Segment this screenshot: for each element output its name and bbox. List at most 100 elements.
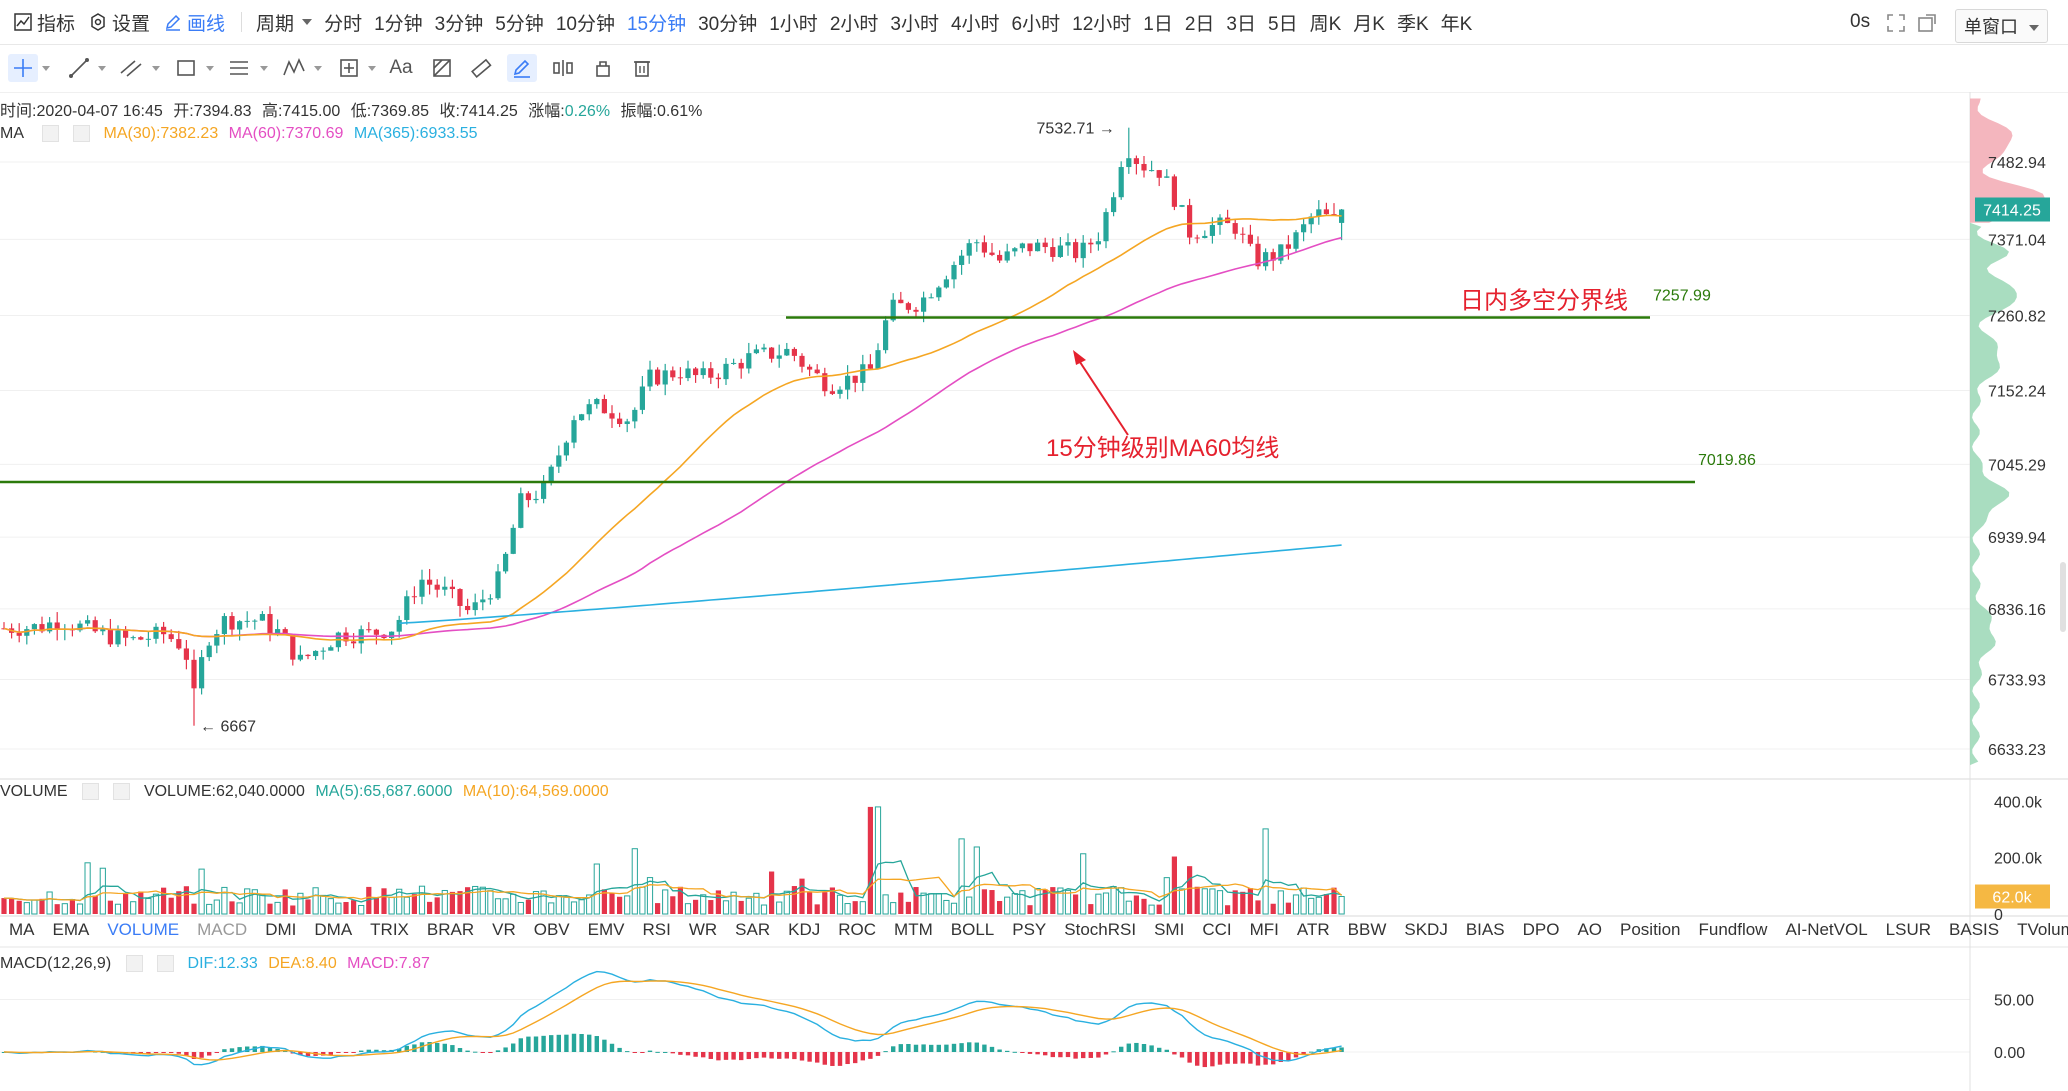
- indicator-tab[interactable]: PSY: [1012, 920, 1047, 939]
- indicator-tab[interactable]: KDJ: [788, 920, 821, 939]
- fib-tool[interactable]: [427, 54, 457, 82]
- indicator-tab[interactable]: DMA: [314, 920, 353, 939]
- chevron-down-icon[interactable]: [98, 66, 106, 71]
- rectangle-tool[interactable]: [171, 54, 201, 82]
- settings-icon[interactable]: [82, 783, 100, 801]
- settings-icon[interactable]: [125, 955, 143, 973]
- indicator-tab[interactable]: AI-NetVOL: [1785, 920, 1868, 939]
- period-option[interactable]: 6小时: [1011, 13, 1061, 35]
- indicator-tab[interactable]: SAR: [735, 920, 771, 939]
- chevron-down-icon[interactable]: [368, 66, 376, 71]
- period-option[interactable]: 1分钟: [374, 13, 423, 35]
- lock-tool[interactable]: [588, 54, 618, 82]
- period-option[interactable]: 年K: [1440, 13, 1473, 35]
- indicator-tab[interactable]: EMA: [52, 920, 90, 939]
- mirror-tool[interactable]: [548, 54, 578, 82]
- indicator-tab[interactable]: MTM: [894, 920, 933, 939]
- chart-canvas[interactable]: 7257.99 7019.86 日内多空分界线 15分钟级别MA60均线 7532.71…: [0, 92, 2068, 1091]
- candle-body: [252, 620, 258, 622]
- close-icon[interactable]: [73, 125, 91, 143]
- volume-bar: [274, 901, 281, 915]
- indicator-tab[interactable]: Position: [1620, 920, 1681, 939]
- fullscreen-icon[interactable]: [1886, 13, 1906, 33]
- period-option[interactable]: 月K: [1353, 13, 1385, 35]
- indicator-tab[interactable]: StochRSI: [1064, 920, 1137, 939]
- horizontal-lines-tool[interactable]: [224, 54, 254, 82]
- period-option[interactable]: 2小时: [829, 13, 879, 35]
- period-option[interactable]: 2日: [1184, 13, 1215, 35]
- chevron-down-icon[interactable]: [152, 66, 160, 71]
- indicator-tab[interactable]: DMI: [265, 920, 297, 939]
- indicator-tab[interactable]: BIAS: [1465, 920, 1505, 939]
- fib-icon: [433, 59, 451, 77]
- period-option[interactable]: 5日: [1268, 13, 1298, 35]
- close-icon[interactable]: [113, 783, 131, 801]
- indicator-tab[interactable]: WR: [688, 920, 718, 939]
- indicator-tab[interactable]: VOLUME: [107, 920, 180, 939]
- period-option[interactable]: 5分钟: [495, 13, 544, 35]
- period-option[interactable]: 15分钟: [626, 13, 687, 35]
- period-option[interactable]: 3分钟: [434, 13, 484, 35]
- period-option[interactable]: 3日: [1226, 13, 1256, 35]
- draw-button[interactable]: 画线: [164, 9, 225, 36]
- text-tool[interactable]: Aa: [386, 54, 416, 82]
- indicator-tab[interactable]: SKDJ: [1404, 920, 1448, 939]
- indicator-tab[interactable]: LSUR: [1885, 920, 1932, 939]
- screenshot-icon[interactable]: [1917, 13, 1937, 33]
- measure-tool[interactable]: [334, 54, 364, 82]
- indicator-button[interactable]: 指标: [14, 9, 75, 36]
- indicator-tab[interactable]: ATR: [1296, 920, 1330, 939]
- candle-body: [267, 614, 273, 634]
- indicator-tab[interactable]: OBV: [533, 920, 570, 939]
- window-mode-dropdown[interactable]: 单窗口: [1955, 9, 2049, 43]
- period-option[interactable]: 4小时: [950, 13, 1000, 35]
- period-dropdown[interactable]: 周期: [256, 9, 313, 36]
- indicator-tab[interactable]: MA: [9, 920, 35, 939]
- indicator-tab[interactable]: EMV: [587, 920, 625, 939]
- period-option[interactable]: 10分钟: [555, 13, 615, 35]
- period-option[interactable]: 1小时: [769, 13, 818, 35]
- indicator-tab[interactable]: Fundflow: [1698, 920, 1768, 939]
- candle-body: [373, 629, 379, 635]
- settings-icon[interactable]: [41, 125, 59, 143]
- crosshair-tool[interactable]: [8, 54, 38, 82]
- period-option[interactable]: 分时: [324, 13, 363, 35]
- candle-body: [837, 389, 843, 394]
- period-option[interactable]: 12小时: [1072, 13, 1132, 35]
- candle-body: [275, 629, 281, 634]
- chevron-down-icon[interactable]: [42, 66, 50, 71]
- indicator-tab[interactable]: TVolume: [2017, 920, 2068, 939]
- parallel-channel-tool[interactable]: [116, 54, 146, 82]
- indicator-tab[interactable]: MACD: [197, 920, 248, 939]
- period-option[interactable]: 季K: [1396, 13, 1429, 35]
- indicator-tab[interactable]: MFI: [1249, 920, 1279, 939]
- indicator-tab[interactable]: VR: [492, 920, 516, 939]
- indicator-tab[interactable]: DPO: [1522, 920, 1560, 939]
- ruler-tool[interactable]: [466, 54, 496, 82]
- wave-tool[interactable]: [280, 54, 310, 82]
- indicator-tab[interactable]: BOLL: [950, 920, 995, 939]
- period-option[interactable]: 1日: [1143, 13, 1173, 35]
- indicator-tab[interactable]: ROC: [838, 920, 877, 939]
- draw-mode-tool[interactable]: [507, 54, 537, 82]
- indicator-tab[interactable]: BRAR: [426, 920, 475, 939]
- close-icon[interactable]: [157, 955, 175, 973]
- period-option[interactable]: 3小时: [890, 13, 939, 35]
- trend-line-tool[interactable]: [64, 54, 94, 82]
- delete-drawings-button[interactable]: [627, 54, 657, 82]
- period-option[interactable]: 周K: [1309, 13, 1342, 35]
- chevron-down-icon[interactable]: [260, 66, 268, 71]
- indicator-tab[interactable]: SMI: [1154, 920, 1185, 939]
- indicator-tab[interactable]: CCI: [1202, 920, 1232, 939]
- volume-bar: [722, 900, 730, 915]
- indicator-tab[interactable]: RSI: [642, 920, 671, 939]
- period-option[interactable]: 30分钟: [698, 13, 758, 35]
- chevron-down-icon[interactable]: [206, 66, 214, 71]
- indicator-tab[interactable]: TRIX: [370, 920, 409, 939]
- indicator-tab[interactable]: AO: [1577, 920, 1602, 939]
- indicator-tab[interactable]: BBW: [1347, 920, 1387, 939]
- indicator-tab[interactable]: BASIS: [1949, 920, 2000, 939]
- chevron-down-icon[interactable]: [314, 66, 322, 71]
- macd-histogram-bar: [807, 1052, 812, 1062]
- settings-button[interactable]: 设置: [89, 9, 150, 36]
